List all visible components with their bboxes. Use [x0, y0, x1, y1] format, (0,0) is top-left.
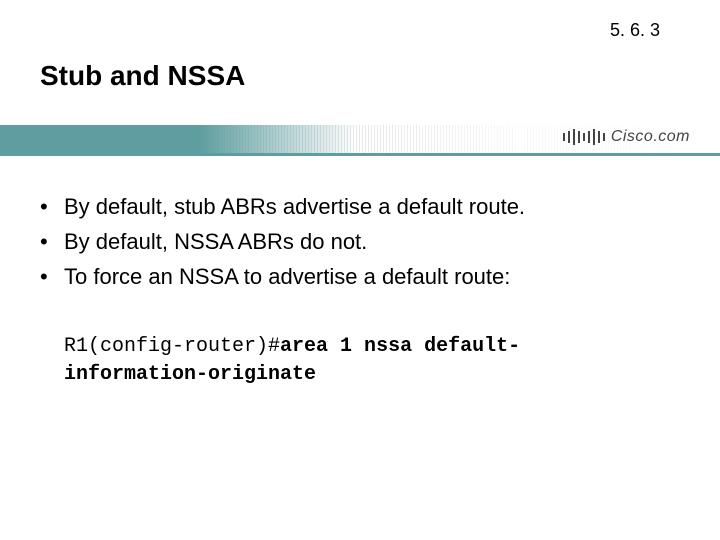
cli-command-part1: area 1 nssa default-: [280, 335, 520, 358]
content-area: By default, stub ABRs advertise a defaul…: [40, 190, 680, 389]
bar-teal-segment: [0, 125, 200, 153]
cli-prompt: R1(config-router)#: [64, 335, 280, 358]
list-item: By default, stub ABRs advertise a defaul…: [40, 190, 680, 223]
slide-number: 5. 6. 3: [610, 20, 660, 41]
divider-underline: [0, 153, 720, 156]
bullet-list: By default, stub ABRs advertise a defaul…: [40, 190, 680, 293]
list-item: To force an NSSA to advertise a default …: [40, 260, 680, 293]
code-block: R1(config-router)#area 1 nssa default- i…: [64, 333, 680, 389]
list-item: By default, NSSA ABRs do not.: [40, 225, 680, 258]
cli-command-part2: information-originate: [64, 363, 316, 386]
page-title: Stub and NSSA: [40, 60, 245, 92]
logo-text: Cisco.com: [611, 128, 690, 146]
cisco-logo: Cisco.com: [562, 128, 690, 146]
